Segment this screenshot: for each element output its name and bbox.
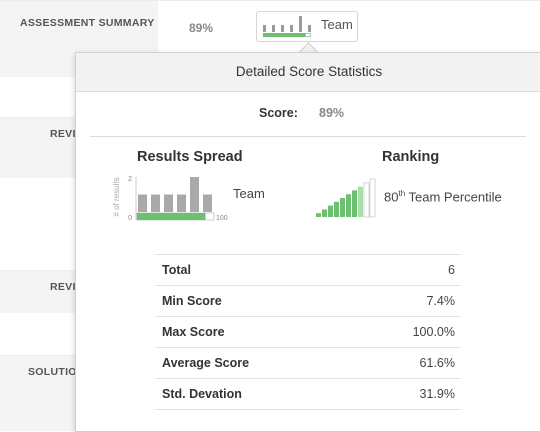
mini-score-bar-rest	[305, 33, 311, 37]
divider	[90, 136, 526, 137]
distribution-bar	[177, 194, 186, 212]
mini-bar	[272, 25, 275, 32]
mini-bar	[290, 25, 293, 32]
ranking-bar	[346, 194, 351, 217]
ranking-bar	[340, 198, 345, 217]
ranking-chart	[316, 178, 376, 218]
stat-value: 7.4%	[357, 285, 461, 317]
mini-score-widget[interactable]: Team	[256, 11, 358, 42]
distribution-bar	[138, 194, 147, 212]
table-row: Min Score 7.4%	[155, 285, 461, 317]
ranking-bar	[363, 182, 370, 218]
table-row: Std. Devation 31.9%	[155, 378, 461, 410]
y-tick-label: 0	[128, 215, 132, 222]
mini-distribution-bars	[263, 16, 311, 32]
solution-label: SOLUTIO	[28, 366, 77, 378]
popup-header: Detailed Score Statistics	[76, 53, 540, 92]
stat-label: Max Score	[155, 316, 358, 348]
summary-score: 89%	[189, 21, 214, 35]
ranking-bar	[316, 213, 321, 217]
ranking-percentile: 80th Team Percentile	[384, 189, 502, 204]
score-value: 89%	[319, 106, 345, 120]
ranking-bar	[369, 178, 376, 218]
stat-label: Total	[155, 254, 358, 286]
table-row: Total 6	[155, 254, 461, 286]
percentile-text: Team Percentile	[408, 189, 502, 205]
ranking-bar	[352, 190, 357, 217]
spread-team-label: Team	[233, 186, 265, 201]
mini-bar	[299, 16, 302, 32]
ranking-bar	[328, 205, 333, 217]
mini-bar	[308, 25, 311, 32]
mini-team-label: Team	[321, 17, 353, 32]
distribution-bar	[203, 194, 212, 212]
stat-label: Std. Devation	[155, 378, 358, 410]
results-spread-chart: # of results 2 0 100	[112, 176, 228, 222]
stat-value: 6	[357, 254, 461, 286]
distribution-bar	[151, 194, 160, 212]
score-statistics-popup: Detailed Score Statistics Score: 89% Res…	[75, 52, 540, 432]
ranking-bar	[358, 186, 363, 217]
score-marker	[137, 213, 206, 220]
assessment-summary-label: ASSESSMENT SUMMARY	[20, 17, 155, 29]
stat-label: Min Score	[155, 285, 358, 317]
ranking-title: Ranking	[382, 149, 440, 165]
y-axis-label: # of results	[112, 177, 121, 216]
score-label: Score:	[259, 106, 298, 120]
y-tick-label: 2	[128, 176, 132, 183]
stat-value: 100.0%	[357, 316, 461, 348]
table-row: Average Score 61.6%	[155, 347, 461, 379]
table-row: Max Score 100.0%	[155, 316, 461, 348]
mini-bar	[281, 25, 284, 32]
stat-label: Average Score	[155, 347, 358, 379]
review-label-2: REVI	[50, 281, 76, 293]
stat-value: 31.9%	[357, 378, 461, 410]
stat-value: 61.6%	[357, 347, 461, 379]
popup-title: Detailed Score Statistics	[235, 64, 383, 79]
x-end-label: 100	[216, 215, 228, 222]
mini-score-bar	[263, 33, 305, 37]
percentile-number: 80	[384, 189, 399, 205]
review-label-1: REVI	[50, 128, 76, 140]
distribution-bar	[164, 194, 173, 212]
distribution-bar	[190, 177, 199, 212]
mini-bar	[263, 25, 266, 32]
results-spread-title: Results Spread	[137, 149, 243, 165]
ranking-bar	[334, 201, 339, 217]
percentile-suffix: th	[398, 189, 406, 198]
ranking-bar	[322, 209, 327, 217]
statistics-table: Total 6 Min Score 7.4% Max Score 100.0% Ave…	[155, 254, 461, 410]
